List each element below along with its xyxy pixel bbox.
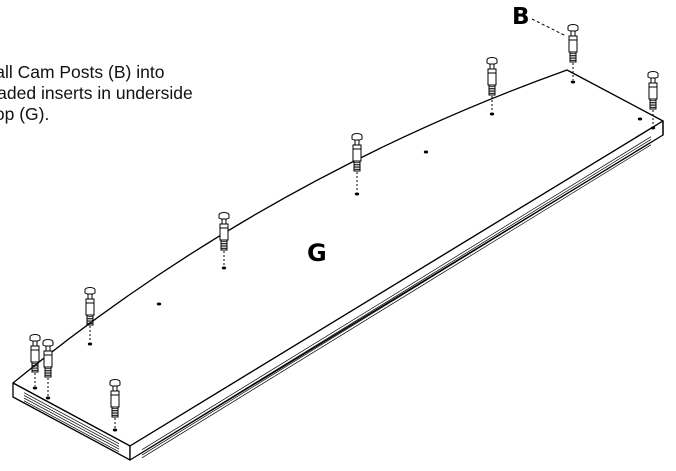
cam-post-neck xyxy=(45,345,51,352)
cam-post-neck xyxy=(354,139,360,146)
cam-post xyxy=(42,339,54,400)
edge-stripe xyxy=(141,144,652,459)
cam-post-body xyxy=(568,35,578,53)
top-face-outline xyxy=(12,69,664,447)
cam-post-neck xyxy=(221,218,227,225)
cam-post-body xyxy=(648,82,658,100)
hole xyxy=(423,150,429,154)
edge-banding-stripes xyxy=(23,136,652,459)
top-panel-label: G xyxy=(307,239,327,267)
cam-post-hole xyxy=(32,386,38,390)
cam-posts xyxy=(29,24,659,432)
cam-post-body xyxy=(43,350,53,368)
cam-post-body xyxy=(219,223,229,241)
cam-post-neck xyxy=(32,340,38,347)
cam-post xyxy=(647,71,659,130)
cam-post-hole xyxy=(354,192,360,196)
cam-post-hole xyxy=(112,428,118,432)
cam-post-hole xyxy=(489,112,495,116)
edge-stripe xyxy=(141,141,652,456)
cam-post-neck xyxy=(112,385,118,392)
cam-post-neck xyxy=(87,293,93,300)
hole xyxy=(637,117,643,121)
cam-post-body xyxy=(85,298,95,316)
instruction-text: Install Cam Posts (B) into threaded inse… xyxy=(0,62,287,125)
cam-post xyxy=(486,57,498,116)
cam-post-neck xyxy=(489,63,495,70)
end-stripe xyxy=(23,395,120,447)
cam-post-hole xyxy=(45,396,51,400)
cam-post-neck xyxy=(570,30,576,37)
cam-post-body xyxy=(487,68,497,86)
cam-post-hole xyxy=(650,126,656,130)
hole xyxy=(156,302,162,306)
cam-post xyxy=(567,24,579,84)
cam-post-hole xyxy=(87,342,93,346)
instruction-line: of Top (G). xyxy=(0,104,50,124)
cam-post-hole xyxy=(570,80,576,84)
instruction-line: threaded inserts in underside xyxy=(0,83,193,103)
label-b-leader xyxy=(531,18,567,37)
cam-post xyxy=(109,379,121,432)
end-stripe xyxy=(23,400,120,453)
cam-post xyxy=(29,334,41,390)
edge-stripe xyxy=(141,139,652,453)
cam-post xyxy=(84,287,96,346)
open-holes xyxy=(156,117,643,306)
cam-post xyxy=(351,133,363,196)
end-stripe xyxy=(23,392,120,445)
cam-post-hole xyxy=(221,266,227,270)
cam-post xyxy=(218,212,230,270)
cam-post-neck xyxy=(650,77,656,84)
cam-post-body xyxy=(30,345,40,363)
cam-post-body xyxy=(110,390,120,408)
cam-post-body xyxy=(352,144,362,162)
end-stripe xyxy=(23,397,120,450)
instruction-line: Install Cam Posts (B) into xyxy=(0,62,165,82)
edge-stripe xyxy=(141,136,652,450)
cam-post-label: B xyxy=(512,4,530,30)
